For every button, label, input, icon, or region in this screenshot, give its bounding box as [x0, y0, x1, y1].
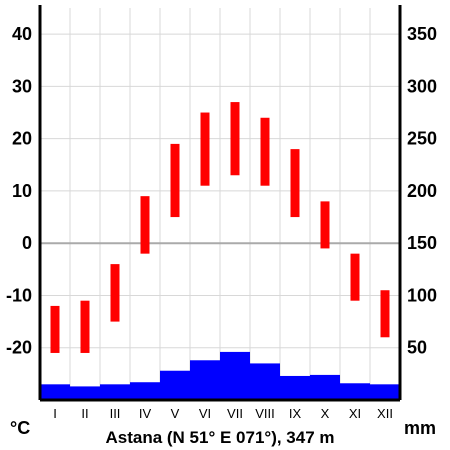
- temp-bar-V: [170, 143, 180, 218]
- precipitation-unit: mm: [404, 418, 436, 438]
- month-labels: I II III IV V VI VII VIII IX X XI XII: [53, 406, 393, 421]
- month-label-V: V: [171, 406, 180, 421]
- temp-bar-IV: [140, 196, 150, 254]
- precip-bar-VII: [220, 351, 250, 400]
- precip-tick-label: 50: [407, 338, 427, 358]
- temperature-tick-labels: 40 30 20 10 0 -10 -20: [6, 24, 32, 358]
- grid-lines: [40, 8, 400, 400]
- temp-bar-VIII: [260, 117, 270, 186]
- temp-tick-label: 20: [12, 129, 32, 149]
- temp-tick-label: 0: [22, 233, 32, 253]
- month-label-II: II: [81, 406, 88, 421]
- precip-bar-X: [310, 374, 340, 400]
- month-label-XII: XII: [377, 406, 393, 421]
- month-label-IX: IX: [289, 406, 302, 421]
- temp-tick-label: -20: [6, 338, 32, 358]
- precip-bar-VI: [190, 360, 220, 400]
- precip-bar-IV: [130, 382, 160, 400]
- temp-bar-II: [80, 300, 90, 353]
- temperature-bars: [50, 102, 390, 353]
- precip-tick-label: 300: [407, 76, 437, 96]
- month-label-I: I: [53, 406, 57, 421]
- temp-tick-label: -10: [6, 285, 32, 305]
- month-label-VI: VI: [199, 406, 211, 421]
- month-label-X: X: [321, 406, 330, 421]
- precipitation-bars: [40, 351, 400, 400]
- month-label-VIII: VIII: [255, 406, 275, 421]
- month-label-XI: XI: [349, 406, 361, 421]
- month-label-VII: VII: [227, 406, 243, 421]
- month-label-IV: IV: [139, 406, 152, 421]
- temp-bar-IX: [290, 149, 300, 218]
- precipitation-tick-labels: 350 300 250 200 150 100 50: [407, 24, 437, 358]
- precip-bar-V: [160, 370, 190, 400]
- precip-tick-label: 150: [407, 233, 437, 253]
- temp-bar-XII: [380, 290, 390, 338]
- precip-tick-label: 200: [407, 181, 437, 201]
- temp-bar-I: [50, 305, 60, 353]
- precip-bar-VIII: [250, 363, 280, 400]
- temp-tick-label: 30: [12, 76, 32, 96]
- temp-bar-VII: [230, 102, 240, 176]
- precip-bar-XI: [340, 383, 370, 400]
- temperature-unit: °C: [10, 418, 30, 438]
- precip-bar-XII: [370, 384, 400, 400]
- temp-tick-label: 10: [12, 181, 32, 201]
- precip-bar-I: [40, 384, 70, 400]
- precip-tick-label: 250: [407, 129, 437, 149]
- temp-tick-label: 40: [12, 24, 32, 44]
- precip-tick-label: 350: [407, 24, 437, 44]
- temp-bar-III: [110, 264, 120, 322]
- precip-bar-III: [100, 384, 130, 400]
- temp-bar-X: [320, 201, 330, 249]
- axes: [38, 5, 402, 402]
- precip-bar-IX: [280, 375, 310, 400]
- month-label-III: III: [110, 406, 121, 421]
- precip-tick-label: 100: [407, 285, 437, 305]
- precip-bar-II: [70, 386, 100, 400]
- temp-bar-VI: [200, 112, 210, 186]
- chart-title: Astana (N 51° E 071°), 347 m: [105, 428, 334, 447]
- temp-bar-XI: [350, 253, 360, 301]
